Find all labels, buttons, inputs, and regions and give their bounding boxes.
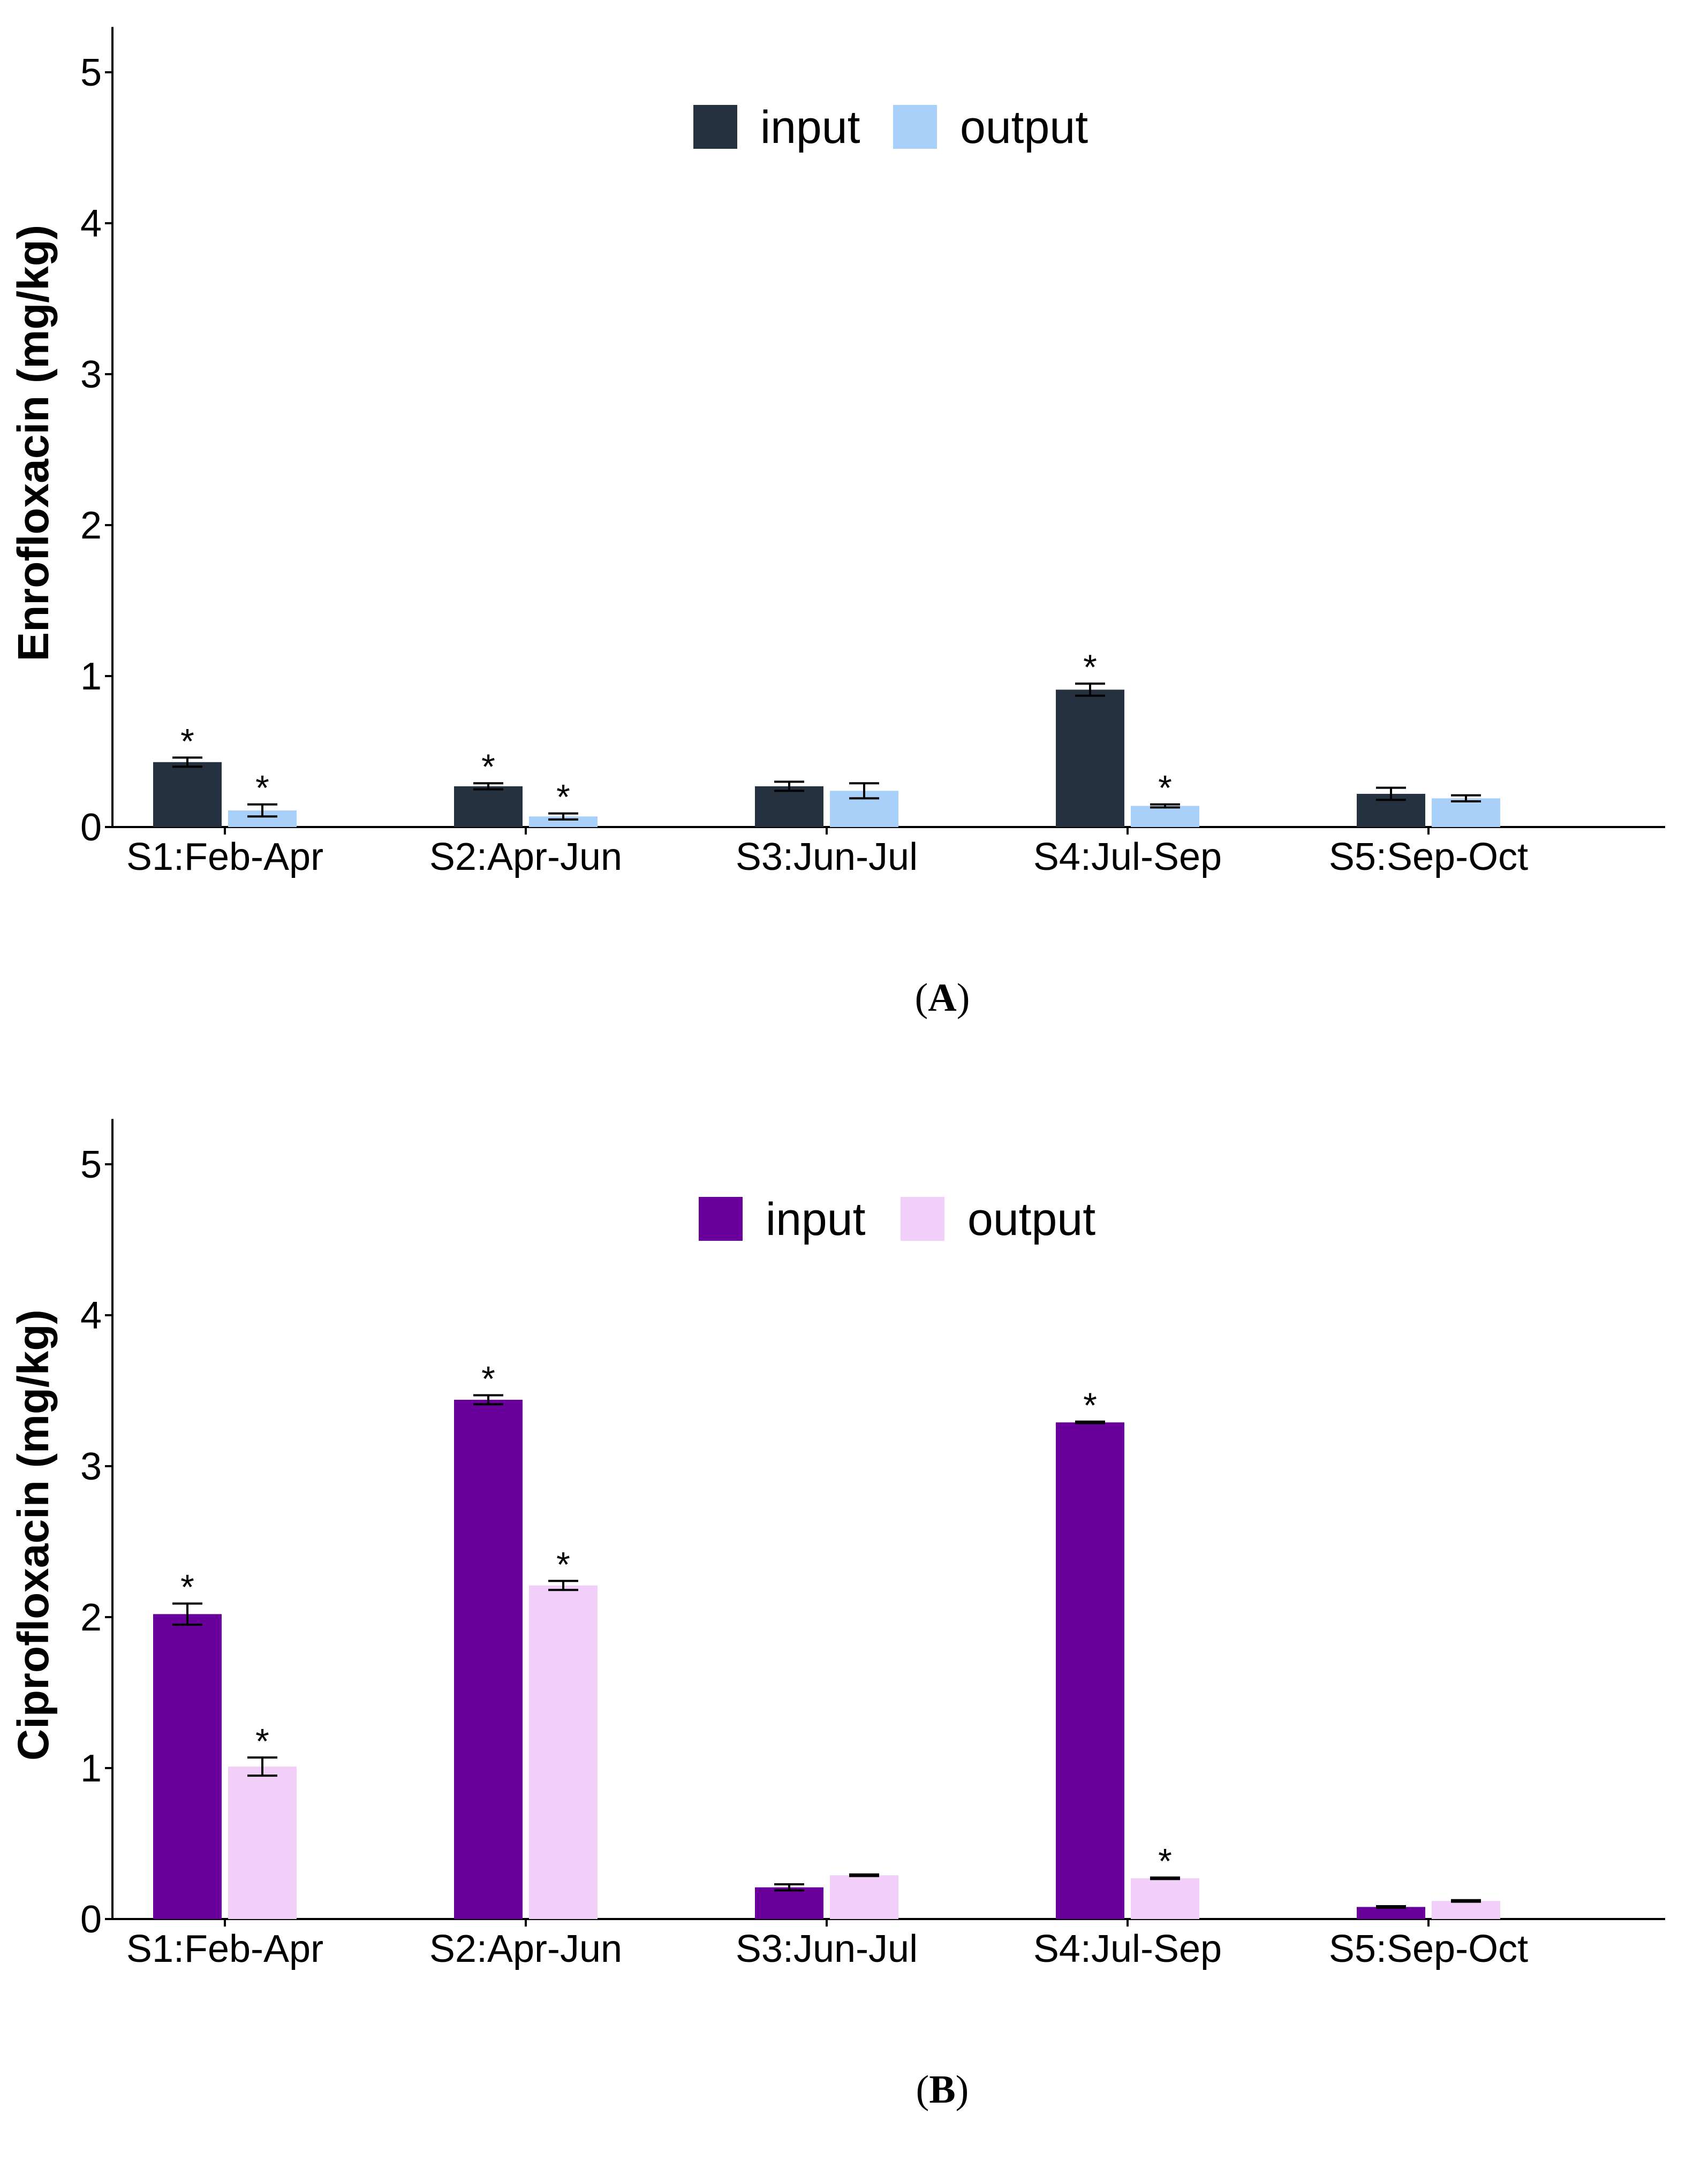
y-tick-label: 1	[80, 1747, 102, 1790]
significance-star-input-1: *	[180, 1567, 194, 1607]
bar-output-5	[1432, 1901, 1500, 1919]
error-bar-input-5	[1376, 1905, 1406, 1909]
ciprofloxacin-bar-chart: 0 1 2 3 4 5 Ciprofloxacin (mg/kg) * * S1:Feb-Apr *…	[9, 1119, 1665, 2112]
legend-swatch-input	[699, 1197, 743, 1241]
significance-star-output-4: *	[1158, 1841, 1172, 1880]
legend-swatch-input	[693, 105, 737, 149]
bar-output-2	[529, 816, 598, 827]
x-category-label: S2:Apr-Jun	[429, 836, 622, 878]
legend-item-output: output	[893, 102, 1088, 153]
x-category-label: S1:Feb-Apr	[126, 836, 323, 878]
x-category-label: S3:Jun-Jul	[736, 1928, 918, 1970]
y-tick-label: 3	[80, 353, 102, 396]
significance-star-input-2: *	[481, 747, 495, 786]
error-bar-output-4	[1150, 1876, 1180, 1880]
x-category-label: S1:Feb-Apr	[126, 1928, 323, 1970]
bar-input-5	[1357, 1907, 1425, 1919]
y-axis-label: Enrofloxacin (mg/kg)	[9, 225, 58, 662]
y-axis-label: Ciprofloxacin (mg/kg)	[9, 1309, 58, 1761]
panel-b: 0 1 2 3 4 5 Ciprofloxacin (mg/kg) * * S1:Feb-Apr *…	[0, 1092, 1701, 2179]
error-bar-input-4	[1075, 682, 1105, 697]
bar-input-1	[153, 1614, 222, 1919]
error-bar-input-3	[774, 780, 804, 792]
legend-label-input: input	[766, 1194, 866, 1245]
bar-input-3	[755, 786, 823, 827]
error-bar-input-4	[1075, 1420, 1105, 1424]
error-bar-output-3	[849, 782, 879, 800]
legend-label-output: output	[967, 1194, 1095, 1245]
bar-input-2	[454, 786, 523, 827]
error-bar-input-2	[473, 1394, 503, 1406]
panel-label: (B)	[916, 2068, 969, 2112]
legend-item-input: input	[693, 102, 860, 153]
x-category-label: S4:Jul-Sep	[1033, 1928, 1222, 1970]
error-bar-output-5	[1451, 794, 1481, 803]
y-tick-label: 5	[80, 1143, 102, 1186]
error-bar-input-1	[172, 1602, 202, 1626]
significance-star-input-2: *	[481, 1359, 495, 1398]
legend-swatch-output	[901, 1197, 944, 1241]
significance-star-input-4: *	[1083, 647, 1097, 687]
error-bar-output-3	[849, 1873, 879, 1877]
bar-input-1	[153, 762, 222, 827]
y-tick-label: 1	[80, 655, 102, 698]
significance-star-output-2: *	[556, 1544, 570, 1584]
significance-star-output-4: *	[1158, 768, 1172, 808]
error-bar-output-5	[1451, 1899, 1481, 1903]
significance-star-output-1: *	[255, 1721, 269, 1761]
bar-input-2	[454, 1399, 523, 1919]
y-tick-label: 0	[80, 1898, 102, 1941]
x-category-label: S3:Jun-Jul	[736, 836, 918, 878]
error-bar-input-5	[1376, 786, 1406, 801]
error-bar-output-1	[247, 803, 277, 818]
y-tick-label: 3	[80, 1445, 102, 1488]
significance-star-input-1: *	[180, 721, 194, 761]
bar-input-4	[1056, 1422, 1124, 1919]
enrofloxacin-bar-chart: 0 1 2 3 4 5 Enrofloxacin (mg/kg) * * S1:Feb-Apr * *…	[9, 27, 1665, 1020]
legend-item-output: output	[901, 1194, 1095, 1245]
bar-output-2	[529, 1585, 598, 1919]
y-tick-label: 0	[80, 806, 102, 849]
error-bar-input-2	[473, 782, 503, 791]
x-category-label: S5:Sep-Oct	[1329, 836, 1528, 878]
legend-item-input: input	[699, 1194, 866, 1245]
y-tick-label: 5	[80, 51, 102, 94]
y-tick-label: 4	[80, 202, 102, 245]
bar-output-4	[1131, 1878, 1199, 1919]
bar-output-4	[1131, 806, 1199, 827]
y-tick-label: 2	[80, 504, 102, 547]
panel-a: 0 1 2 3 4 5 Enrofloxacin (mg/kg) * * S1:Feb-Apr * *…	[9, 27, 1665, 1020]
significance-star-output-2: *	[556, 777, 570, 817]
y-tick-label: 4	[80, 1294, 102, 1337]
legend-swatch-output	[893, 105, 937, 149]
panel-label: (A)	[915, 976, 970, 1020]
significance-star-input-4: *	[1083, 1385, 1097, 1425]
x-category-label: S2:Apr-Jun	[429, 1928, 622, 1970]
bar-output-5	[1432, 798, 1500, 827]
bar-input-3	[755, 1887, 823, 1919]
x-category-label: S5:Sep-Oct	[1329, 1928, 1528, 1970]
error-bar-input-1	[172, 756, 202, 768]
error-bar-output-2	[548, 812, 578, 821]
error-bar-input-3	[774, 1883, 804, 1892]
legend-label-output: output	[960, 102, 1088, 153]
y-tick-label: 2	[80, 1596, 102, 1639]
x-category-label: S4:Jul-Sep	[1033, 836, 1222, 878]
error-bar-output-1	[247, 1756, 277, 1777]
bar-output-1	[228, 1766, 297, 1919]
error-bar-output-2	[548, 1580, 578, 1591]
bar-output-3	[830, 1875, 898, 1919]
legend-label-input: input	[760, 102, 860, 153]
bar-input-4	[1056, 689, 1124, 827]
error-bar-output-4	[1150, 803, 1180, 809]
significance-star-output-1: *	[255, 768, 269, 808]
